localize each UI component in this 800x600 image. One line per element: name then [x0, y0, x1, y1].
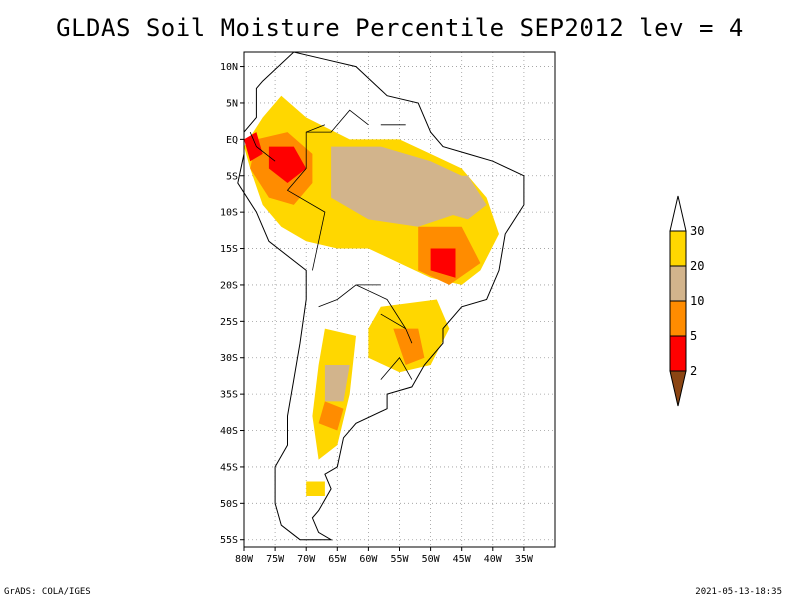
region-10-20 [324, 365, 350, 402]
lat-tick-label: 35S [220, 390, 238, 401]
lat-tick-label: 50S [220, 499, 238, 510]
region-2-5 [430, 248, 456, 278]
lat-tick-label: EQ [226, 135, 238, 146]
region-10-20 [436, 175, 487, 220]
lon-tick-label: 65W [328, 554, 347, 565]
colorbar-segment [669, 265, 687, 302]
lat-tick-label: 30S [220, 353, 238, 364]
colorbar-label: 2 [690, 364, 697, 378]
lat-tick-label: 15S [220, 244, 238, 255]
colorbar-segment [669, 300, 687, 337]
lat-tick-label: 5N [226, 98, 238, 109]
lon-tick-label: 75W [266, 554, 285, 565]
lat-tick-label: 5S [226, 171, 238, 182]
map-title: GLDAS Soil Moisture Percentile SEP2012 l… [56, 14, 744, 42]
lon-axis: 80W 75W 70W 65W 60W 55W 50W 45W 40W 35W [235, 547, 534, 565]
lon-tick-label: 55W [390, 554, 409, 565]
lat-axis: 10N 5N EQ 5S 10S 15S 20S 25S 30S 35S 40S 45S 50S 55S [220, 62, 244, 546]
lat-tick-label: 10N [220, 62, 238, 73]
lat-tick-label: 55S [220, 535, 238, 546]
region-5-10 [393, 328, 425, 365]
coastline-path [237, 51, 525, 541]
region-2-5 [244, 132, 263, 162]
lon-tick-label: 50W [422, 554, 441, 565]
border-line [286, 124, 326, 271]
colorbar-segment [669, 195, 687, 232]
colorbar-segment [669, 335, 687, 372]
lat-tick-label: 25S [220, 317, 238, 328]
colorbar-label: 5 [690, 329, 697, 343]
lon-tick-label: 60W [359, 554, 378, 565]
border-line [380, 313, 413, 344]
lon-tick-label: 70W [297, 554, 316, 565]
coastline [237, 51, 525, 541]
border-line [318, 284, 381, 308]
colorbar-segment [669, 370, 687, 407]
colorbar-segment [669, 230, 687, 267]
lon-tick-label: 40W [484, 554, 503, 565]
lon-tick-label: 45W [453, 554, 472, 565]
country-borders [249, 109, 413, 380]
border-line [306, 109, 369, 133]
footer-timestamp: 2021-05-13-18:35 [695, 587, 782, 597]
colorbar-label: 30 [690, 224, 704, 238]
lat-tick-label: 45S [220, 462, 238, 473]
colorbar-label: 10 [690, 294, 704, 308]
lon-tick-label: 80W [235, 554, 254, 565]
border-line [380, 357, 413, 380]
border-line [355, 284, 407, 329]
region-2-5 [268, 146, 307, 183]
footer-credit: GrADS: COLA/IGES [4, 587, 91, 597]
lat-tick-label: 40S [220, 426, 238, 437]
region-20-30 [306, 481, 325, 496]
colorbar-label: 20 [690, 259, 704, 273]
border-line [249, 131, 276, 162]
lat-tick-label: 20S [220, 280, 238, 291]
region-10-20 [331, 146, 462, 227]
lat-tick-label: 10S [220, 208, 238, 219]
colorbar: 2 5 10 20 30 [669, 195, 704, 407]
shaded-regions [244, 95, 499, 496]
lon-tick-label: 35W [515, 554, 534, 565]
region-5-10 [318, 401, 344, 431]
